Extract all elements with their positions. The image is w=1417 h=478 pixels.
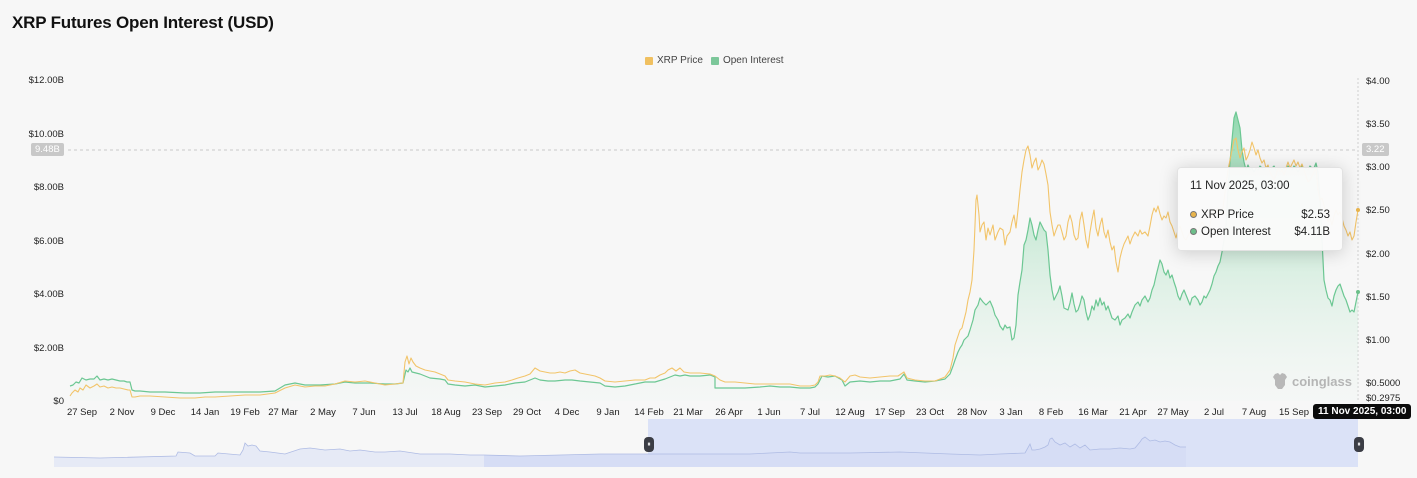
x-tick: 26 Apr (715, 407, 743, 418)
watermark-text: coinglass (1292, 373, 1352, 389)
y-tick-right: $2.50 (1366, 205, 1390, 216)
y-tick-left: $4.00B (33, 289, 64, 300)
navigator-left-handle[interactable]: ⏸ (644, 437, 654, 452)
x-tick: 3 Jan (999, 407, 1023, 418)
x-tick: 15 Sep (1278, 407, 1310, 418)
x-tick: 21 Apr (1119, 407, 1147, 418)
open-interest-swatch-icon (710, 56, 719, 65)
legend-label: Open Interest (722, 55, 784, 66)
x-tick: 2 Jul (1203, 407, 1225, 418)
crosshair-x-label: 11 Nov 2025, 03:00 (1313, 404, 1412, 419)
y-tick-right: $2.00 (1366, 249, 1390, 260)
y-tick-right: $1.00 (1366, 335, 1390, 346)
open-interest-dot-icon (1190, 228, 1197, 235)
tooltip-row-xrp-price: XRP Price $2.53 (1190, 206, 1330, 223)
x-tick: 2 Nov (109, 407, 135, 418)
y-tick-right: $1.50 (1366, 292, 1390, 303)
page-title: XRP Futures Open Interest (USD) (12, 13, 274, 32)
x-tick: 14 Jan (190, 407, 220, 418)
navigator-series (53, 419, 1358, 467)
coinglass-watermark: coinglass (1272, 372, 1352, 390)
y-tick-left: $2.00B (33, 343, 64, 354)
legend-label: XRP Price (657, 55, 703, 66)
x-tick: 4 Dec (554, 407, 580, 418)
open-interest-marker (1356, 290, 1360, 294)
x-tick: 18 Aug (431, 407, 461, 418)
x-tick: 21 Mar (673, 407, 703, 418)
legend-item-open-interest[interactable]: Open Interest (710, 55, 784, 66)
x-tick: 29 Oct (513, 407, 541, 418)
x-tick: 1 Jun (757, 407, 781, 418)
x-tick: 27 May (1157, 407, 1189, 418)
y-tick-left: $6.00B (33, 236, 64, 247)
y-tick-right: $3.50 (1366, 119, 1390, 130)
x-tick: 27 Mar (268, 407, 298, 418)
y-tick-right: $0.2975 (1366, 393, 1401, 404)
xrp-price-marker (1356, 208, 1360, 212)
x-tick: 9 Dec (150, 407, 176, 418)
y-tick-left: $8.00B (33, 182, 64, 193)
x-tick: 12 Aug (835, 407, 865, 418)
x-tick: 7 Jul (799, 407, 821, 418)
x-tick: 17 Sep (874, 407, 906, 418)
y-tick-left: $12.00B (28, 75, 64, 86)
x-tick: 7 Jun (352, 407, 376, 418)
x-tick: 9 Jan (596, 407, 620, 418)
x-tick: 2 May (310, 407, 336, 418)
chart-tooltip: 11 Nov 2025, 03:00 XRP Price $2.53 Open … (1177, 167, 1343, 251)
x-tick: 8 Feb (1038, 407, 1064, 418)
xrp-price-swatch-icon (645, 56, 653, 65)
tooltip-value: $2.53 (1301, 208, 1330, 221)
x-tick: 23 Oct (916, 407, 944, 418)
tooltip-value: $4.11B (1294, 225, 1330, 238)
y-tick-left: $10.00B (28, 129, 64, 140)
tooltip-label: XRP Price (1201, 208, 1254, 221)
x-tick: 16 Mar (1078, 407, 1108, 418)
y-tick-right: $3.00 (1366, 162, 1390, 173)
tooltip-date: 11 Nov 2025, 03:00 (1190, 180, 1290, 192)
legend-item-xrp-price[interactable]: XRP Price (645, 55, 703, 66)
navigator-right-handle[interactable]: ⏸ (1354, 437, 1364, 452)
x-tick: 23 Sep (471, 407, 503, 418)
crosshair-left-value: 9.48B (31, 143, 64, 156)
x-tick: 7 Aug (1241, 407, 1267, 418)
tooltip-label: Open Interest (1201, 225, 1271, 238)
x-tick: 28 Nov (956, 407, 988, 418)
x-tick: 13 Jul (392, 407, 418, 418)
y-tick-right: $4.00 (1366, 76, 1390, 87)
range-navigator[interactable]: ⏸ ⏸ (0, 415, 1417, 478)
tooltip-row-open-interest: Open Interest $4.11B (1190, 223, 1330, 240)
xrp-price-line (69, 137, 1359, 399)
y-tick-left: $0 (53, 396, 64, 407)
y-tick-right: $0.5000 (1366, 378, 1401, 389)
coinglass-logo-icon (1273, 373, 1287, 389)
crosshair-right-value: 3.22 (1362, 143, 1389, 156)
xrp-price-dot-icon (1190, 211, 1197, 218)
x-tick: 19 Feb (230, 407, 260, 418)
chart-legend: XRP Price Open Interest (645, 55, 784, 66)
x-tick: 27 Sep (66, 407, 98, 418)
x-tick: 14 Feb (634, 407, 664, 418)
open-interest-area (70, 112, 1358, 401)
